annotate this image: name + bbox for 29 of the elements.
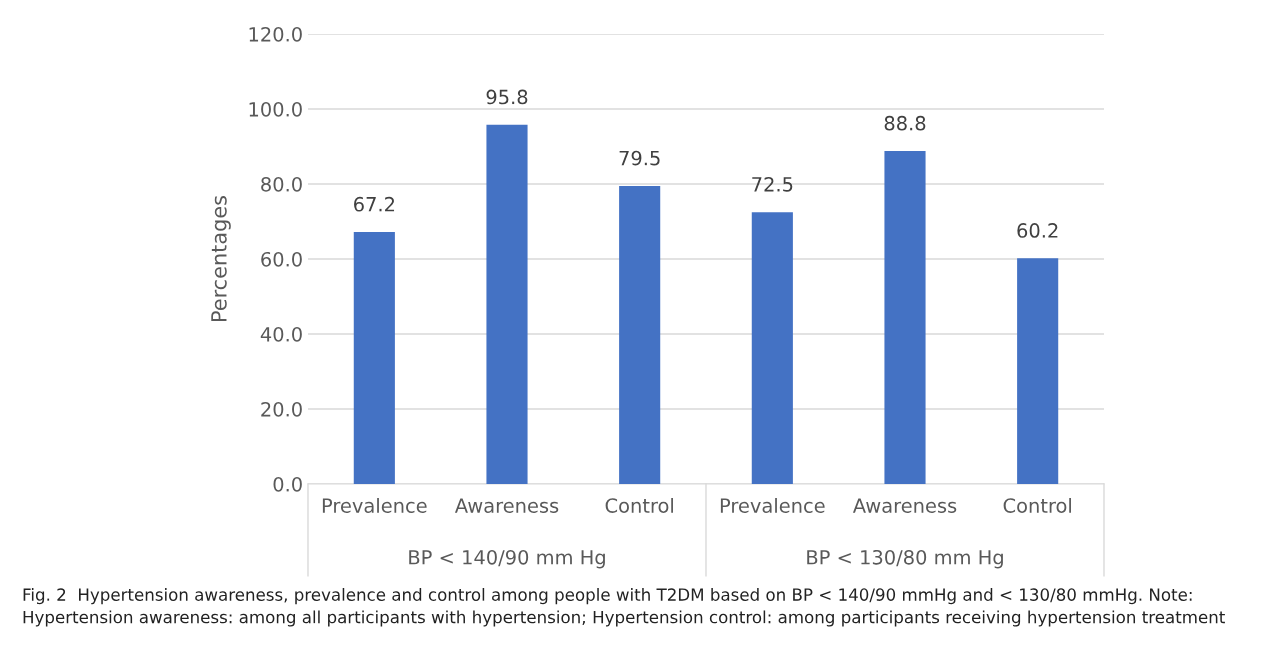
y-tick-label: 80.0 bbox=[261, 176, 302, 192]
y-axis-title: Percentages bbox=[211, 196, 231, 321]
data-label: 60.2 bbox=[1017, 223, 1058, 238]
bar bbox=[353, 232, 395, 484]
data-label: 67.2 bbox=[354, 196, 395, 212]
y-tick-label: 0.0 bbox=[273, 476, 302, 492]
x-tick-label: Awareness bbox=[852, 498, 957, 513]
y-tick-label: 60.0 bbox=[261, 251, 302, 267]
bar bbox=[884, 151, 926, 484]
data-label: 72.5 bbox=[752, 176, 793, 192]
text: BP < 130/80 mm Hg bbox=[807, 549, 1003, 569]
x-tick-label: Control bbox=[1003, 497, 1071, 513]
bar bbox=[619, 185, 661, 484]
x-tick-label: Prevalence bbox=[322, 497, 427, 513]
x-tick-label: Prevalence bbox=[720, 497, 825, 513]
data-label: 95.8 bbox=[486, 89, 528, 105]
y-tick-label: 120.0 bbox=[249, 26, 302, 42]
y-tick-label: 100.0 bbox=[249, 101, 302, 117]
bar bbox=[486, 124, 528, 484]
y-tick-label: 20.0 bbox=[261, 401, 302, 417]
caption: Fig. 2 Hypertension awareness, prevalence and control among people with T2DM based on BP < 140/90 mmHg and < 130/80 mmHg. Note: Hypertension awareness: among all participants with hypertension; Hypertension control: among participants receiving hypertension treatment bbox=[23, 588, 1225, 627]
text: BP < 140/90 mm Hg bbox=[409, 549, 605, 569]
data-label: 88.8 bbox=[884, 115, 926, 131]
bar bbox=[751, 212, 793, 484]
data-label: 79.5 bbox=[619, 150, 660, 166]
bar bbox=[1017, 258, 1059, 484]
y-tick-label: 40.0 bbox=[260, 326, 302, 342]
x-tick-label: Control bbox=[605, 497, 673, 513]
x-tick-label: Awareness bbox=[454, 498, 559, 513]
